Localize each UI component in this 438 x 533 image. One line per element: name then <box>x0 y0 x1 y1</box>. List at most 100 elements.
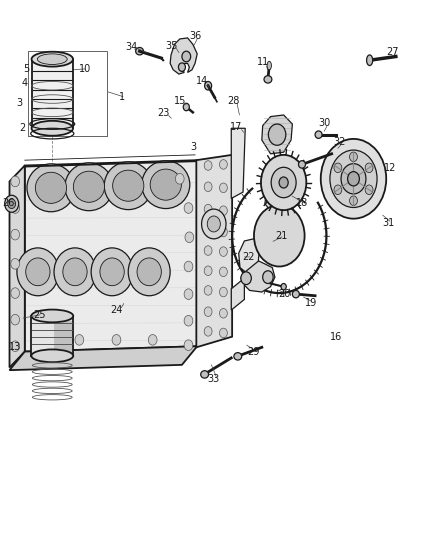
Ellipse shape <box>11 341 20 352</box>
Ellipse shape <box>334 185 342 195</box>
Ellipse shape <box>35 172 67 204</box>
Ellipse shape <box>91 248 133 296</box>
Ellipse shape <box>32 350 73 362</box>
Ellipse shape <box>264 76 272 83</box>
Polygon shape <box>170 38 197 74</box>
Text: 21: 21 <box>275 231 287 241</box>
Ellipse shape <box>367 55 373 66</box>
Ellipse shape <box>341 164 366 194</box>
Ellipse shape <box>112 335 121 345</box>
Ellipse shape <box>11 176 20 187</box>
Ellipse shape <box>204 286 212 295</box>
Polygon shape <box>265 182 293 214</box>
Ellipse shape <box>271 167 296 198</box>
Text: 14: 14 <box>196 77 208 86</box>
Ellipse shape <box>315 131 322 139</box>
Ellipse shape <box>204 327 212 336</box>
Text: 27: 27 <box>386 47 399 57</box>
Ellipse shape <box>113 170 144 201</box>
Ellipse shape <box>128 248 170 296</box>
Ellipse shape <box>365 185 373 195</box>
Polygon shape <box>241 261 275 292</box>
Ellipse shape <box>204 266 212 276</box>
Ellipse shape <box>219 160 227 169</box>
Ellipse shape <box>261 155 306 210</box>
Ellipse shape <box>184 289 193 300</box>
Ellipse shape <box>100 258 124 286</box>
Text: 15: 15 <box>173 95 186 106</box>
Ellipse shape <box>11 229 20 240</box>
Ellipse shape <box>182 51 191 62</box>
Ellipse shape <box>184 203 193 213</box>
Ellipse shape <box>183 103 189 111</box>
Ellipse shape <box>204 161 212 170</box>
Ellipse shape <box>321 139 386 219</box>
Ellipse shape <box>204 307 212 317</box>
Polygon shape <box>25 160 197 352</box>
Ellipse shape <box>11 288 20 298</box>
Ellipse shape <box>219 328 227 338</box>
Ellipse shape <box>204 182 212 191</box>
Text: 25: 25 <box>33 310 46 320</box>
Polygon shape <box>231 278 244 310</box>
Ellipse shape <box>17 248 59 296</box>
Ellipse shape <box>63 258 87 286</box>
Bar <box>28 51 106 136</box>
Polygon shape <box>262 115 293 154</box>
Text: 11: 11 <box>257 57 269 67</box>
Text: 22: 22 <box>243 252 255 262</box>
Ellipse shape <box>267 61 272 70</box>
Text: 19: 19 <box>304 297 317 308</box>
Ellipse shape <box>207 216 220 232</box>
Ellipse shape <box>185 232 194 243</box>
Text: 5: 5 <box>23 64 29 74</box>
Ellipse shape <box>254 205 304 266</box>
Ellipse shape <box>178 63 185 71</box>
Ellipse shape <box>204 246 212 255</box>
Bar <box>28 51 106 136</box>
Ellipse shape <box>40 335 49 345</box>
Ellipse shape <box>279 177 288 188</box>
Ellipse shape <box>11 259 20 269</box>
Ellipse shape <box>219 309 227 318</box>
Text: 35: 35 <box>165 41 177 51</box>
Ellipse shape <box>293 290 299 298</box>
Ellipse shape <box>204 225 212 235</box>
Text: 30: 30 <box>318 118 331 128</box>
Ellipse shape <box>219 227 227 237</box>
Ellipse shape <box>234 353 242 360</box>
Ellipse shape <box>148 335 157 345</box>
Ellipse shape <box>32 310 73 322</box>
Ellipse shape <box>298 161 305 168</box>
Ellipse shape <box>201 209 226 239</box>
Text: 24: 24 <box>110 305 123 315</box>
Ellipse shape <box>137 258 161 286</box>
Ellipse shape <box>11 314 20 325</box>
Ellipse shape <box>350 152 357 161</box>
Text: 29: 29 <box>247 346 259 357</box>
Text: 3: 3 <box>191 142 197 152</box>
Ellipse shape <box>330 150 377 207</box>
Ellipse shape <box>350 196 357 206</box>
Ellipse shape <box>104 162 152 209</box>
Ellipse shape <box>27 164 75 212</box>
Polygon shape <box>239 237 261 272</box>
Text: 36: 36 <box>189 31 201 42</box>
Ellipse shape <box>219 267 227 277</box>
Ellipse shape <box>175 173 184 184</box>
Text: 12: 12 <box>384 163 396 173</box>
Ellipse shape <box>184 340 193 351</box>
Ellipse shape <box>219 287 227 297</box>
Ellipse shape <box>219 183 227 192</box>
Ellipse shape <box>136 47 144 55</box>
Ellipse shape <box>73 171 105 203</box>
Ellipse shape <box>348 172 360 186</box>
Text: 23: 23 <box>157 108 170 118</box>
Ellipse shape <box>5 195 19 212</box>
Text: 26: 26 <box>3 198 15 208</box>
Ellipse shape <box>184 261 193 272</box>
Ellipse shape <box>37 54 67 64</box>
Text: 2: 2 <box>19 123 26 133</box>
Text: 1: 1 <box>119 92 125 102</box>
Ellipse shape <box>263 271 273 284</box>
